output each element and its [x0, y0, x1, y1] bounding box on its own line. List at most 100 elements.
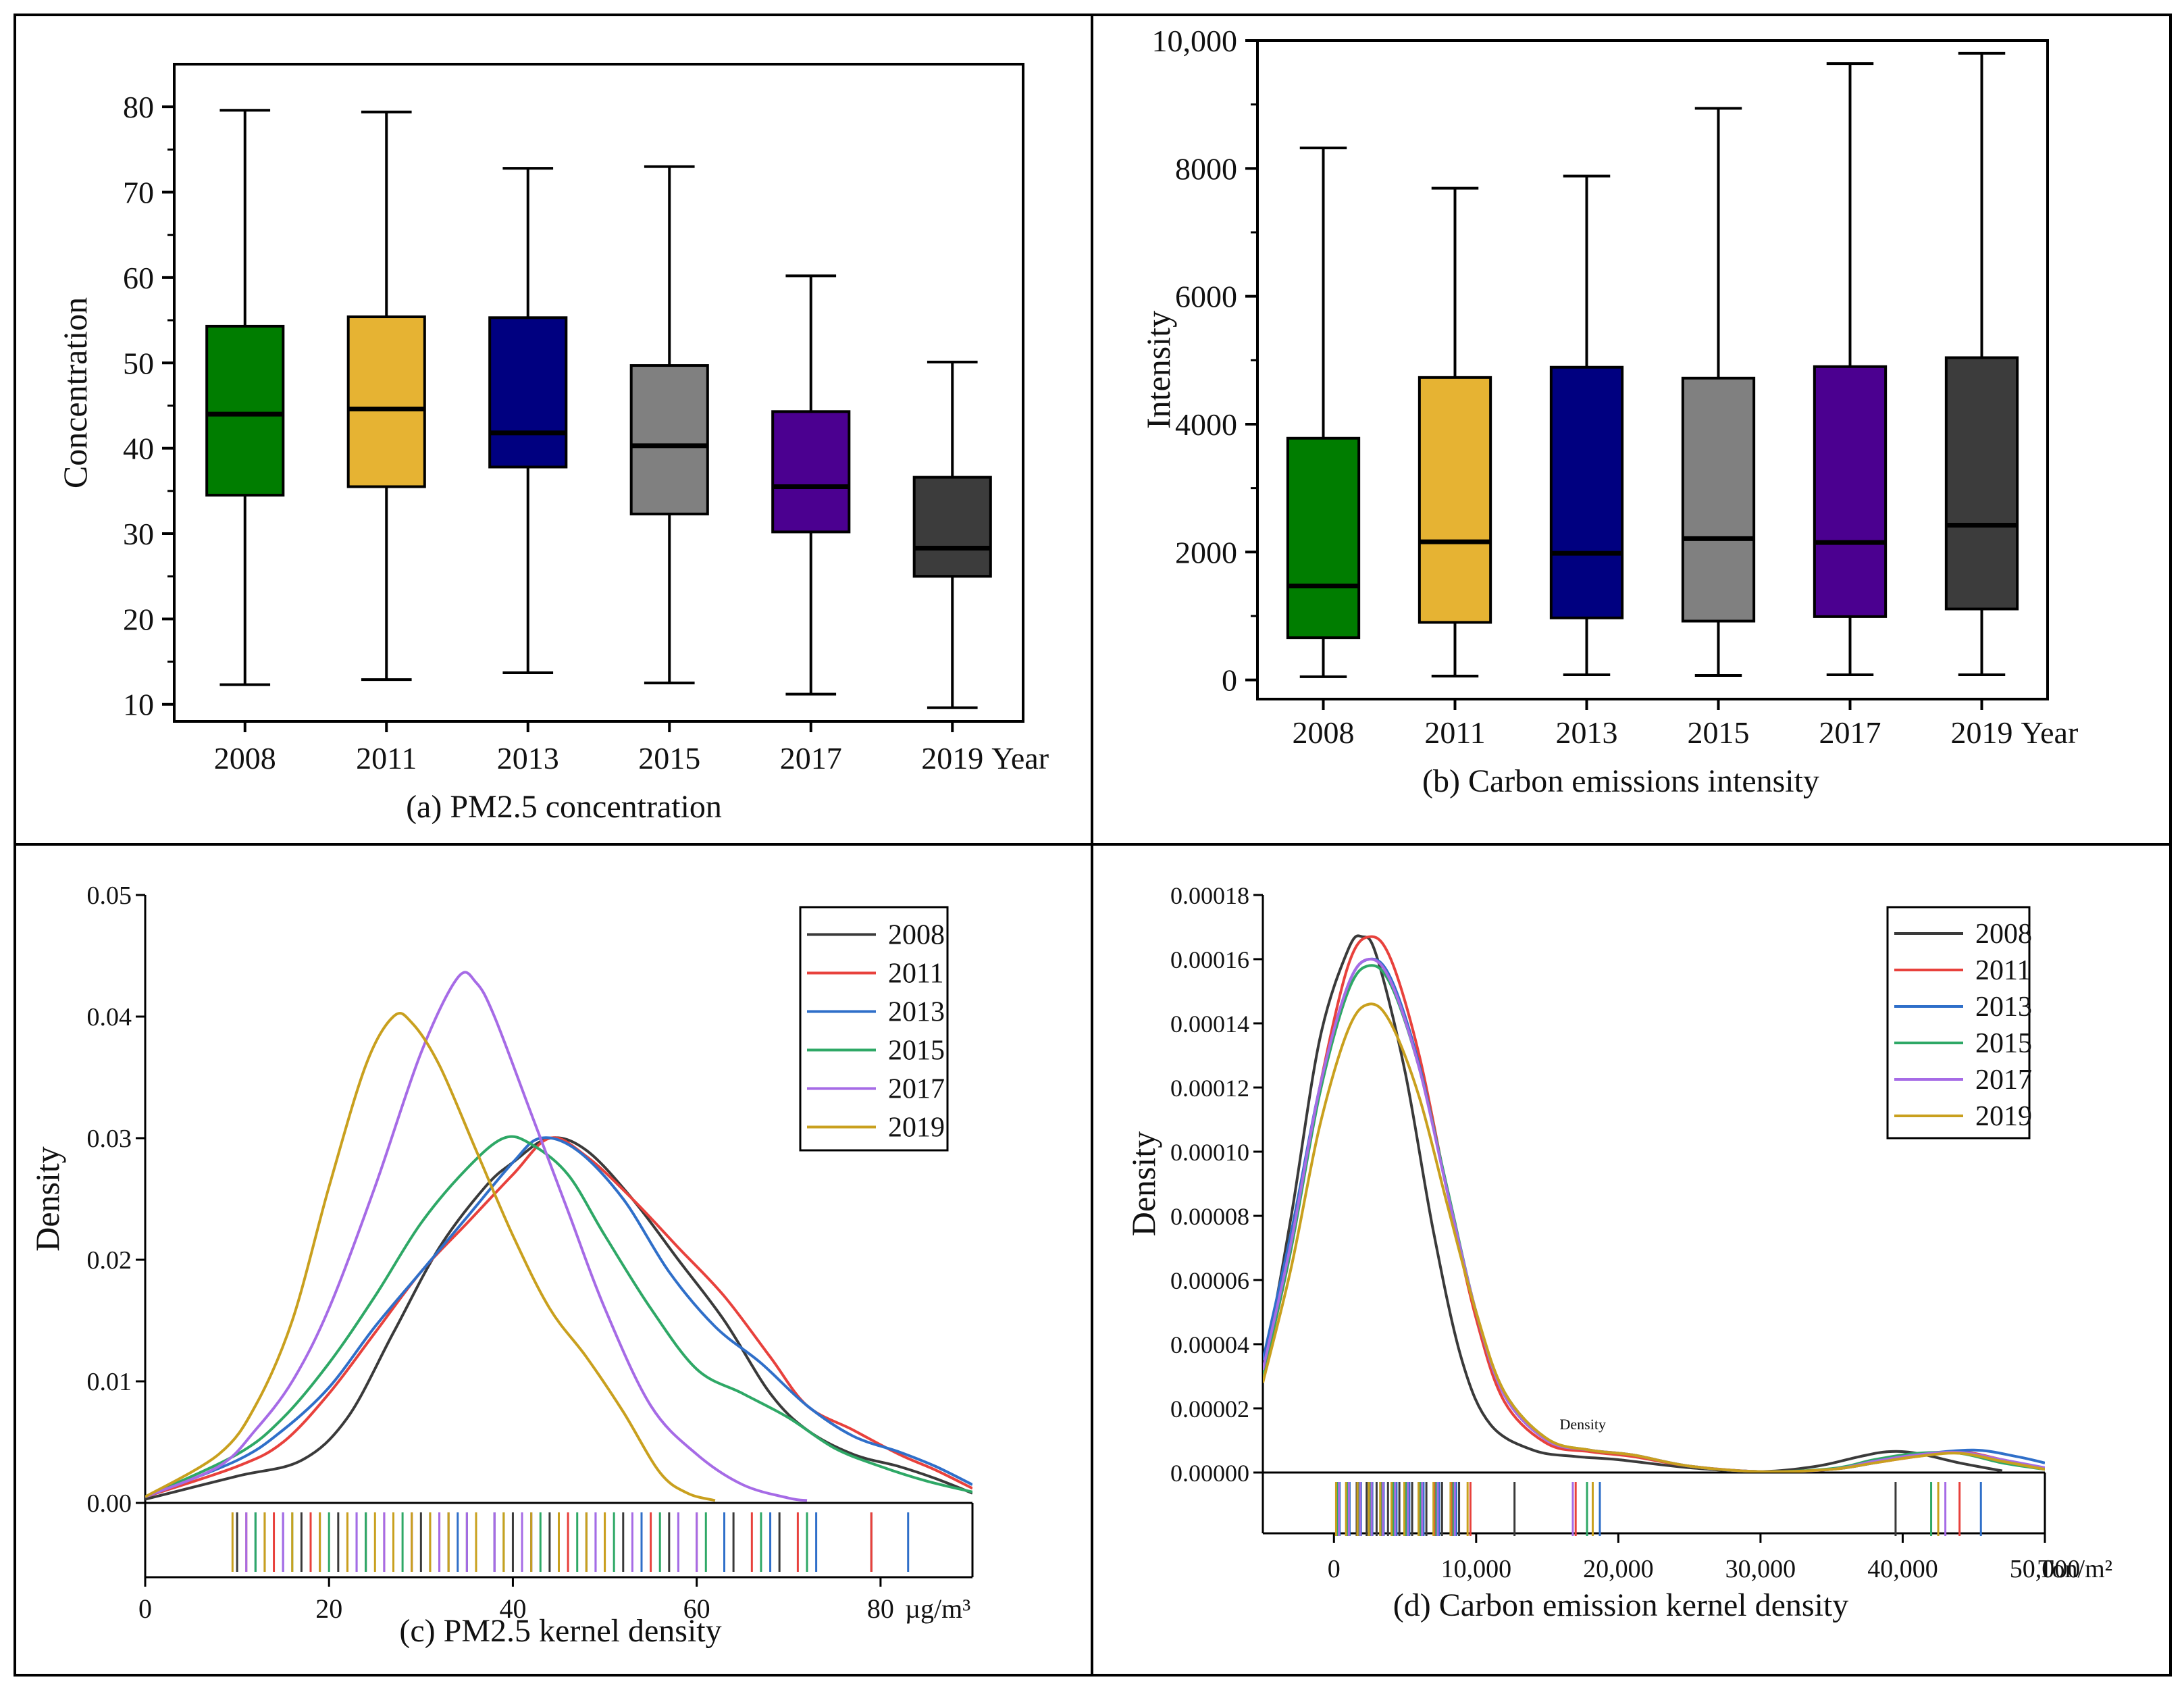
- density-line-2013: [145, 1136, 972, 1498]
- density-line-2019: [1263, 1002, 2045, 1473]
- box-2015: [629, 165, 709, 685]
- panel-caption: (d) Carbon emission kernel density: [1393, 1587, 1849, 1623]
- panel-a-pm25-boxplot: 10 20 30 40 50 60 70 80 2008 2011 2013 2015 2017 2019…: [56, 63, 1049, 825]
- box-2019: [1944, 51, 2019, 677]
- y-tick-label: 40: [123, 432, 154, 466]
- x-unit-label: µg/m³: [905, 1593, 970, 1624]
- y-tick-label: 2000: [1175, 535, 1237, 569]
- x-tick-label: 30,000: [1725, 1555, 1796, 1583]
- box-2011: [1418, 186, 1492, 677]
- x-tick-label: 60: [683, 1593, 710, 1624]
- y-tick-label: 0.00000: [1170, 1460, 1249, 1487]
- x-tick-label: 10,000: [1441, 1555, 1512, 1583]
- density-line-2008: [145, 1136, 972, 1501]
- x-tick-label: 40: [499, 1593, 526, 1624]
- y-tick-label: 4000: [1175, 407, 1237, 442]
- x-unit-label: Year: [991, 741, 1049, 775]
- legend-label-2008: 2008: [1975, 919, 2032, 950]
- box-body: [1813, 365, 1888, 618]
- y-tick-label: 0.00006: [1170, 1267, 1249, 1294]
- x-tick-label: 2019: [921, 741, 983, 775]
- x-tick-label: 2017: [1819, 715, 1881, 750]
- x-tick-label: 50,000: [2010, 1555, 2081, 1583]
- box-2015: [1681, 107, 1756, 677]
- x-unit-label: Ton/m²: [2038, 1555, 2112, 1583]
- density-curves: [145, 971, 972, 1502]
- y-tick-label: 6000: [1175, 280, 1237, 314]
- legend-label-2017: 2017: [1975, 1065, 2032, 1096]
- y-tick-label: 0.00014: [1170, 1011, 1249, 1038]
- y-axis-title: Concentration: [56, 297, 94, 488]
- y-tick-label: 80: [123, 90, 154, 124]
- y-tick-label: 70: [123, 176, 154, 210]
- panel-caption: (c) PM2.5 kernel density: [399, 1613, 721, 1649]
- legend-box: [1886, 906, 2031, 1140]
- panel-b-carbon-boxplot: 0 2000 4000 6000 8000 10,000 2008 2011 2013 2015 2…: [1139, 24, 2078, 799]
- density-line-2019: [145, 1012, 716, 1502]
- y-tick-label: 0.02: [87, 1246, 132, 1275]
- panel-caption: (a) PM2.5 concentration: [406, 789, 722, 825]
- legend: 2008 2011 2013 2015 2017 2019: [799, 906, 949, 1152]
- y-tick-label: 50: [123, 346, 154, 380]
- panel-d-carbon-kde: 0.00000 0.00002 0.00004 0.00006 0.00008 0.000…: [1124, 882, 2112, 1623]
- y-tick-label: 0.01: [87, 1368, 132, 1396]
- y-tick-label: 60: [123, 261, 154, 295]
- rug-marks: [1334, 1482, 1982, 1536]
- rug-marks: [231, 1512, 910, 1572]
- plot-frame-a: [173, 63, 1024, 723]
- x-tick-label: 2008: [1293, 715, 1355, 750]
- y-tick-label: 0.00010: [1170, 1139, 1249, 1166]
- y-tick-label: 0: [1222, 663, 1237, 698]
- legend-label-2019: 2019: [1975, 1101, 2032, 1132]
- box-body: [488, 316, 568, 469]
- legend: 2008 2011 2013 2015 2017 2019: [1886, 906, 2032, 1140]
- plot-frame-b: [1256, 39, 2049, 700]
- density-curves: [1263, 934, 2045, 1473]
- box-2008: [1286, 147, 1361, 678]
- legend-label-2011: 2011: [1975, 955, 2031, 986]
- y-tick-label: 10,000: [1152, 24, 1238, 58]
- panel-caption: (b) Carbon emissions intensity: [1422, 763, 1819, 799]
- y-tick-label: 0.00012: [1170, 1075, 1249, 1102]
- y-tick-label: 0.05: [87, 881, 132, 910]
- box-2013: [488, 167, 568, 674]
- x-tick-label: 40,000: [1867, 1555, 1938, 1583]
- x-tick-label: 20,000: [1583, 1555, 1654, 1583]
- y-tick-label: 8000: [1175, 151, 1237, 186]
- x-tick-label: 2013: [497, 741, 559, 775]
- box-body: [1681, 376, 1756, 623]
- x-tick-label: 2011: [356, 741, 417, 775]
- box-2013: [1549, 174, 1624, 677]
- box-body: [912, 476, 992, 578]
- x-tick-label: 80: [867, 1593, 894, 1624]
- y-tick-label: 30: [123, 517, 154, 551]
- y-tick-label: 0.04: [87, 1003, 132, 1031]
- legend-label-2011: 2011: [888, 958, 943, 990]
- box-2011: [346, 110, 426, 682]
- x-tick-label: 2013: [1556, 715, 1618, 750]
- panel-c-pm25-kde: 0.00 0.01 0.02 0.03 0.04 0.05 0 20 40 60 80 µg/m³ 20…: [28, 881, 974, 1649]
- density-line-2008: [1263, 934, 2003, 1473]
- y-tick-label: 0.03: [87, 1125, 132, 1153]
- y-tick-label: 0.00016: [1170, 946, 1249, 973]
- x-tick-label: 2019: [1951, 715, 2013, 750]
- y-axis-title: Intensity: [1139, 311, 1177, 429]
- y-tick-label: 0.00002: [1170, 1396, 1249, 1423]
- box-2008: [205, 109, 285, 686]
- legend-label-2015: 2015: [888, 1035, 945, 1067]
- x-tick-label: 2017: [780, 741, 842, 775]
- x-tick-label: 20: [315, 1593, 342, 1624]
- legend-label-2019: 2019: [888, 1112, 945, 1144]
- y-tick-label: 20: [123, 602, 154, 636]
- legend-box: [799, 906, 949, 1152]
- box-2017: [771, 274, 851, 696]
- x-tick-label: 2015: [1688, 715, 1750, 750]
- density-line-2015: [145, 1135, 972, 1498]
- x-tick-label: 2008: [214, 741, 276, 775]
- x-tick-label: 0: [1328, 1555, 1341, 1583]
- curve-annotation: Density: [1560, 1416, 1606, 1433]
- y-tick-label: 10: [123, 688, 154, 722]
- legend-label-2013: 2013: [1975, 992, 2032, 1023]
- box-body: [346, 315, 426, 488]
